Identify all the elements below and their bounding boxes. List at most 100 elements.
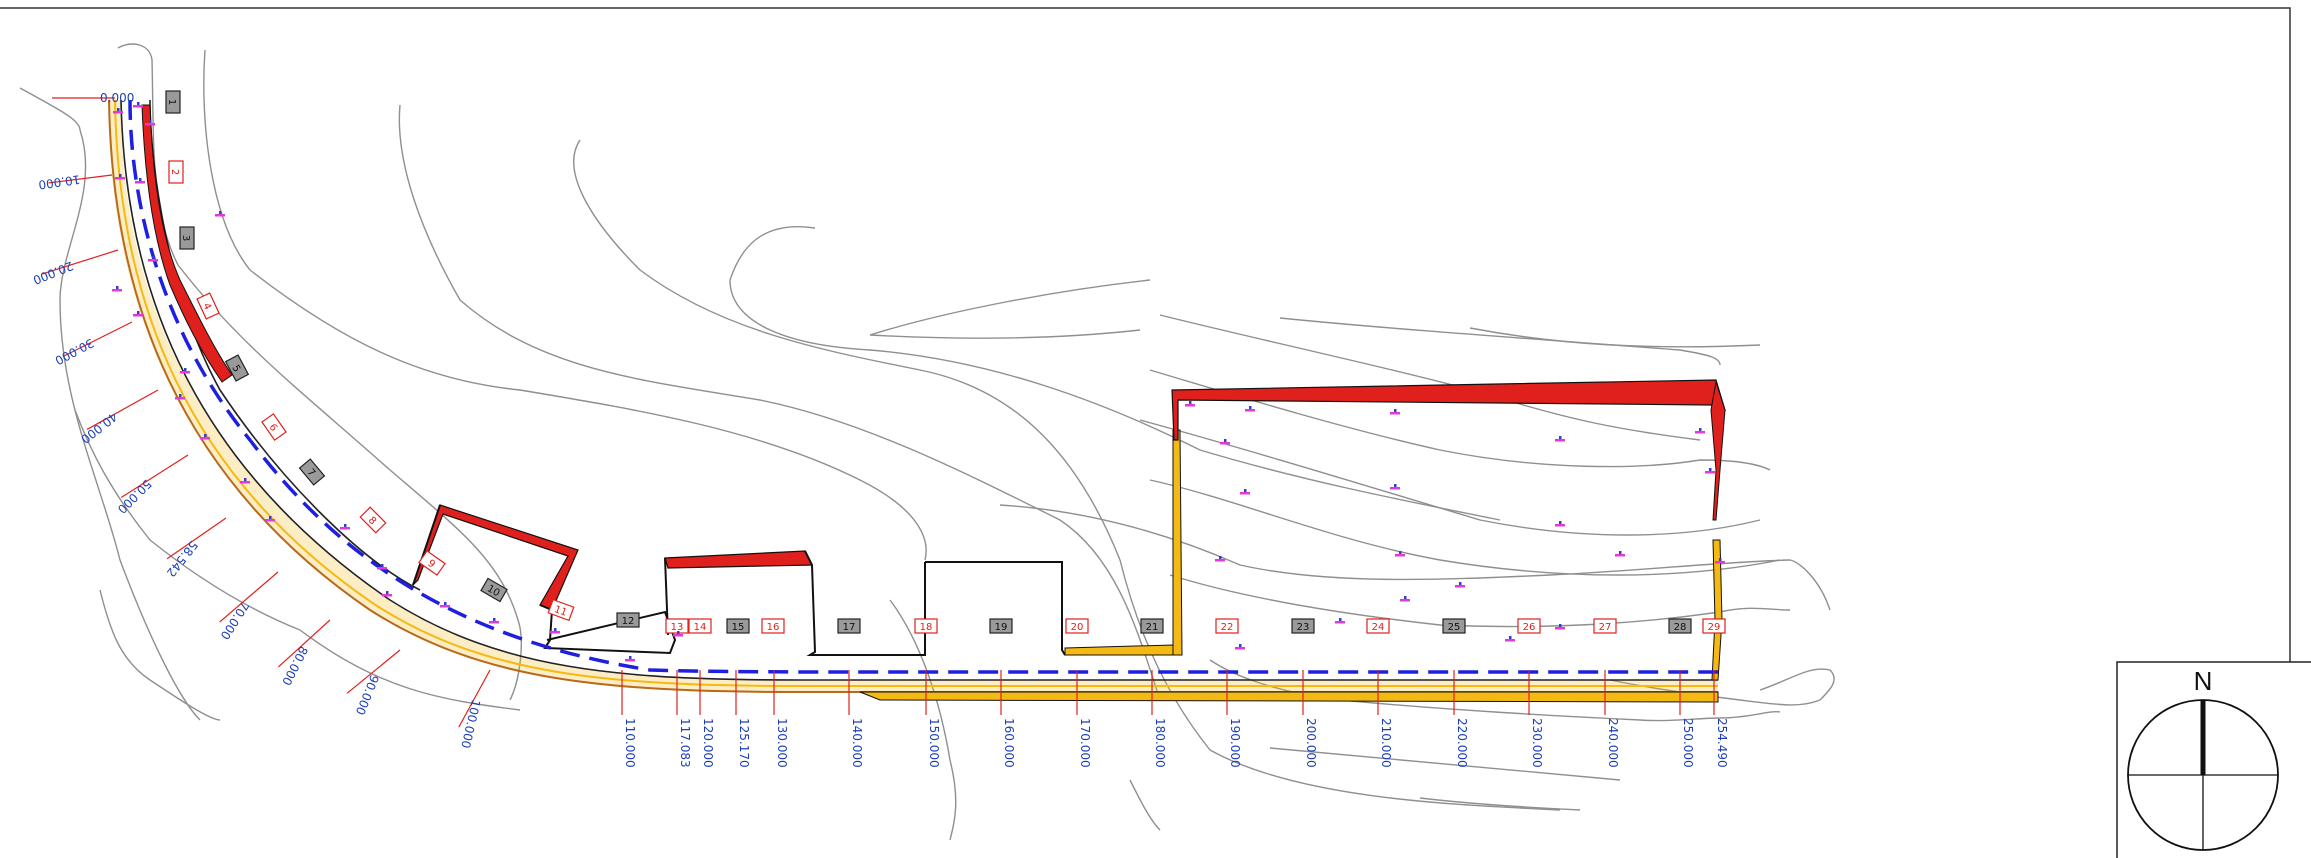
spot-height-marker <box>1705 468 1715 474</box>
cross-section-label: 22 <box>1221 622 1234 633</box>
cross-section-marker: 27 <box>1593 618 1617 634</box>
spot-height-marker <box>673 631 683 637</box>
spot-height-marker <box>1390 484 1400 490</box>
spot-height-marker <box>440 602 450 608</box>
spot-height-marker <box>175 394 185 400</box>
station-label: 160.000 <box>1002 718 1016 768</box>
cross-section-label: 18 <box>920 622 933 633</box>
spot-height-marker <box>1715 558 1725 564</box>
cross-section-label: 4 <box>200 301 213 311</box>
spot-height-marker <box>1455 582 1465 588</box>
station-label: 50.000 <box>115 477 155 517</box>
station-label: 180.000 <box>1153 718 1167 768</box>
fill-slope-east <box>1172 429 1183 656</box>
station-label: 190.000 <box>1228 718 1242 768</box>
spot-heights <box>112 102 1725 662</box>
cross-section-marker: 5 <box>224 354 250 382</box>
spot-height-marker <box>1505 636 1515 642</box>
cross-section-label: 3 <box>180 235 191 241</box>
spot-height-marker <box>1555 624 1565 630</box>
cross-section-label: 29 <box>1708 622 1721 633</box>
station-label: 130.000 <box>775 718 789 768</box>
station-label: 200.000 <box>1304 718 1318 768</box>
cross-section-marker: 14 <box>688 618 712 634</box>
cross-section-label: 26 <box>1523 622 1536 633</box>
spot-height-marker <box>135 178 145 184</box>
station-label: 210.000 <box>1379 718 1393 768</box>
cut-area-outline-1 <box>412 504 677 655</box>
cross-section-marker: 22 <box>1215 618 1239 634</box>
cross-section-marker: 11 <box>547 598 575 622</box>
cross-section-marker: 24 <box>1366 618 1390 634</box>
cross-section-marker: 13 <box>665 618 689 634</box>
cross-section-marker: 23 <box>1291 618 1315 634</box>
station-label: 170.000 <box>1078 718 1092 768</box>
cross-section-label: 12 <box>622 616 635 627</box>
cross-section-label: 15 <box>732 622 745 633</box>
station-label: 117.083 <box>678 718 692 768</box>
spot-height-marker <box>148 256 158 262</box>
cross-section-label: 19 <box>995 622 1008 633</box>
cut-area-1 <box>412 504 579 611</box>
spot-height-marker <box>340 524 350 530</box>
cross-section-marker: 19 <box>989 618 1013 634</box>
station-label: 20.000 <box>31 259 75 288</box>
cross-section-marker: 16 <box>761 618 785 634</box>
spot-height-marker <box>133 311 143 317</box>
station-tick <box>48 174 113 184</box>
cross-section-marker: 8 <box>359 506 387 534</box>
cross-section-marker: 18 <box>914 618 938 634</box>
station-tick <box>219 571 279 623</box>
spot-height-marker <box>382 591 392 597</box>
cross-section-marker: 20 <box>1065 618 1089 634</box>
station-label: 10.000 <box>38 172 82 192</box>
spot-height-marker <box>1395 551 1405 557</box>
station-label: 90.000 <box>353 673 382 717</box>
cross-section-label: 24 <box>1372 622 1385 633</box>
station-label: 254.490 <box>1715 718 1729 768</box>
cross-section-label: 16 <box>767 622 780 633</box>
spot-height-marker <box>1245 406 1255 412</box>
station-label: 110.000 <box>623 718 637 768</box>
cross-section-marker: 6 <box>261 413 287 441</box>
cross-section-marker: 28 <box>1668 618 1692 634</box>
spot-height-marker <box>1240 489 1250 495</box>
station-tick <box>63 321 133 357</box>
station-label: 70.000 <box>218 599 252 642</box>
fill-area-1 <box>1064 644 1175 656</box>
cross-section-label: 7 <box>305 467 318 479</box>
spot-height-marker <box>113 108 123 114</box>
cross-section-marker: 4 <box>196 292 220 320</box>
spot-height-marker <box>200 434 210 440</box>
spot-height-marker <box>1400 596 1410 602</box>
station-label: 230.000 <box>1530 718 1544 768</box>
station-label: 120.000 <box>701 718 715 768</box>
station-label: 0.000 <box>100 91 134 105</box>
cross-section-label: 5 <box>229 363 242 374</box>
spot-height-marker <box>133 102 143 108</box>
station-tick <box>277 619 331 668</box>
cross-section-marker: 3 <box>179 226 195 250</box>
slope-areas <box>141 104 1726 703</box>
north-arrow: N <box>2116 661 2311 858</box>
cross-section-marker: 12 <box>616 612 640 628</box>
spot-height-marker <box>1235 644 1245 650</box>
cross-section-label: 25 <box>1448 622 1461 633</box>
station-tick <box>458 669 491 728</box>
station-label: 125.170 <box>737 718 751 768</box>
cross-section-marker: 1 <box>165 90 181 114</box>
station-label: 250.000 <box>1681 718 1695 768</box>
cut-area-3 <box>1171 379 1726 441</box>
cross-section-label: 28 <box>1674 622 1687 633</box>
cross-section-label: 17 <box>843 622 856 633</box>
cross-section-marker: 25 <box>1442 618 1466 634</box>
station-tick <box>346 649 401 694</box>
cross-section-label: 9 <box>425 558 437 571</box>
spot-height-marker <box>1220 439 1230 445</box>
contour-lines <box>19 43 1835 841</box>
cross-section-marker: 21 <box>1140 618 1164 634</box>
station-tick <box>41 249 119 275</box>
station-label: 220.000 <box>1455 718 1469 768</box>
spot-height-marker <box>1215 556 1225 562</box>
